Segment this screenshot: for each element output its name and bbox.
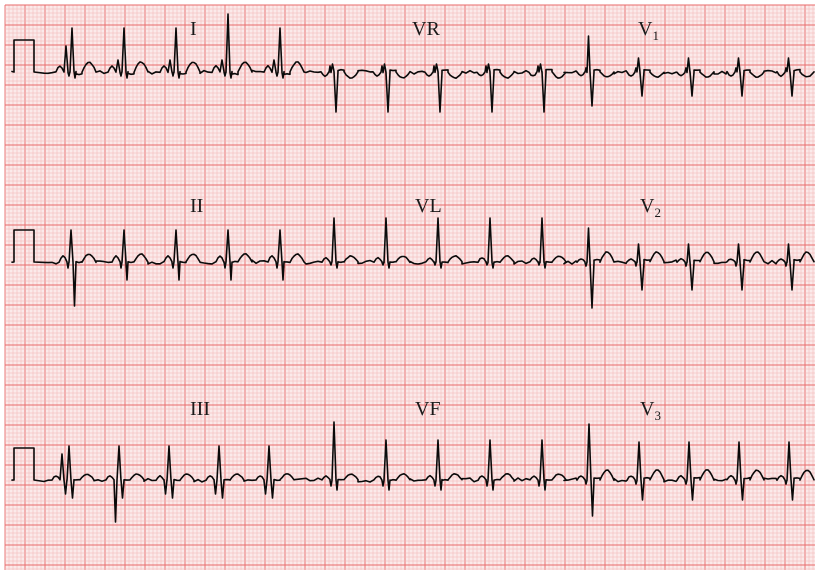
ecg-figure: I VR V1 II VL V2 III VF V3 (0, 0, 820, 575)
lead-label-iii: III (190, 398, 210, 421)
lead-label-ii: II (190, 195, 203, 218)
lead-label-vf: VF (415, 398, 441, 421)
lead-label-vr: VR (412, 18, 440, 41)
ecg-svg (0, 0, 820, 575)
lead-label-vl: VL (415, 195, 442, 218)
lead-label-i: I (190, 18, 197, 41)
lead-label-v2: V2 (640, 195, 661, 221)
lead-label-v1: V1 (638, 18, 659, 44)
lead-label-v3: V3 (640, 398, 661, 424)
